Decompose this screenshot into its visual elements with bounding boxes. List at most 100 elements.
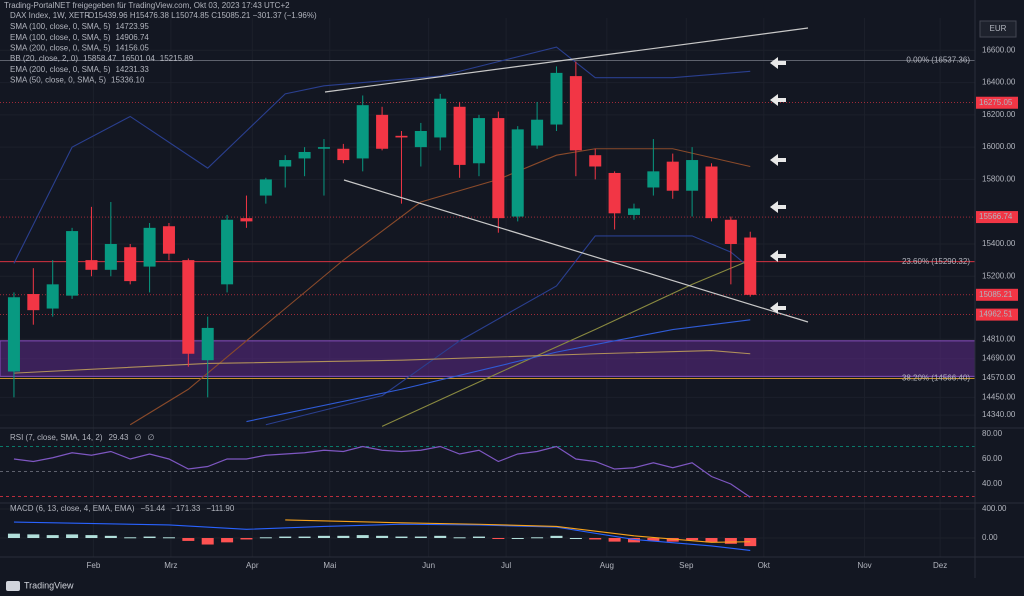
indicator-line	[13, 46, 751, 264]
histogram-bar	[104, 535, 117, 539]
histogram-bar	[298, 536, 311, 539]
trend-line	[343, 179, 809, 323]
price-tag	[976, 288, 1018, 301]
y-tick-label: 14450.00	[982, 392, 1016, 401]
legend-value: −171.33	[171, 504, 201, 513]
histogram-bar	[414, 536, 427, 539]
candle-body	[492, 118, 505, 219]
y-tick-label: 14340.00	[982, 410, 1016, 419]
histogram-bar	[66, 534, 79, 539]
histogram-bar	[259, 537, 272, 539]
indicator-line	[265, 235, 751, 426]
fib-label: 0.00% (16537.36)	[906, 56, 970, 65]
histogram-bar	[472, 536, 485, 539]
histogram-bar	[182, 538, 195, 541]
candle-body	[143, 227, 156, 267]
candle-body	[298, 151, 311, 159]
indicator-legend: SMA (100, close, 0, SMA, 5)	[10, 22, 111, 31]
legend-value: −51.44	[140, 504, 165, 513]
candle-body	[7, 297, 20, 372]
y-tick-label: 16400.00	[982, 78, 1016, 87]
candle-body	[356, 105, 369, 159]
histogram-bar	[124, 537, 137, 539]
price-tag	[976, 211, 1018, 224]
y-tick-label: 16000.00	[982, 142, 1016, 151]
y-tick-label: 400.00	[982, 504, 1007, 513]
trend-line	[324, 27, 809, 93]
y-tick-label: 14570.00	[982, 373, 1016, 382]
histogram-bar	[395, 536, 408, 539]
candle-body	[472, 118, 485, 164]
arrow	[770, 302, 786, 314]
indicator-line	[246, 319, 751, 423]
plot-layer	[7, 46, 757, 551]
histogram-bar	[627, 538, 640, 543]
candle-body	[104, 243, 117, 270]
legend-value: ∅	[147, 433, 154, 442]
histogram-bar	[27, 534, 40, 539]
indicator-line	[13, 349, 751, 374]
macd-line	[285, 519, 751, 543]
histogram-bar	[686, 538, 699, 541]
histogram-bar	[666, 538, 679, 542]
histogram-bar	[317, 535, 330, 539]
candle-body	[531, 119, 544, 146]
histogram-bar	[531, 537, 544, 539]
arrow	[770, 94, 786, 106]
candle-body	[46, 284, 59, 309]
x-tick-label: Aug	[600, 561, 614, 570]
y-tick-label: 80.00	[982, 429, 1003, 438]
arrow	[770, 250, 786, 262]
histogram-bar	[162, 537, 175, 539]
candle-body	[414, 130, 427, 148]
indicator-value: 14156.05	[115, 44, 149, 53]
histogram-bar	[434, 535, 447, 539]
x-tick-label: Feb	[86, 561, 100, 570]
histogram-bar	[7, 533, 20, 539]
x-tick-label: Sep	[679, 561, 694, 570]
grid-layer	[0, 18, 976, 557]
histogram-bar	[376, 535, 389, 539]
candle-body	[337, 148, 350, 161]
y-tick-label: 15400.00	[982, 239, 1016, 248]
histogram-bar	[85, 535, 98, 539]
indicator-line	[129, 148, 751, 426]
histogram-bar	[647, 538, 660, 541]
legend-title: DAX Index, 1W, XETR	[10, 11, 90, 20]
macd-line	[13, 521, 751, 551]
candle-body	[279, 160, 292, 167]
indicator-value: 16501.04	[121, 54, 155, 63]
indicator-legend: BB (20, close, 2, 0)	[10, 54, 78, 63]
candle-body	[550, 72, 563, 125]
candle-body	[182, 260, 195, 354]
candle-body	[85, 260, 98, 270]
candle-body	[66, 231, 79, 296]
candle-body	[27, 294, 40, 311]
x-tick-label: Okt	[758, 561, 771, 570]
y-tick-label: 15200.00	[982, 271, 1016, 280]
candle-body	[317, 147, 330, 149]
x-tick-label: Mrz	[164, 561, 177, 570]
y-tick-label: 16600.00	[982, 45, 1016, 54]
histogram-bar	[337, 535, 350, 539]
histogram-bar	[201, 538, 214, 545]
candle-body	[395, 135, 408, 138]
indicator-legend: EMA (100, close, 0, SMA, 5)	[10, 33, 111, 42]
y-tick-label: 0.00	[982, 533, 998, 542]
candle-body	[744, 237, 757, 295]
x-tick-label: Jun	[422, 561, 435, 570]
legend-value: −111.90	[206, 504, 235, 513]
logo-text: TradingView	[24, 580, 74, 590]
fib-label: 38.20% (14566.40)	[902, 374, 970, 383]
histogram-bar	[279, 536, 292, 539]
currency-box	[979, 20, 1017, 38]
price-tag	[976, 96, 1018, 109]
x-tick-label: Nov	[857, 561, 871, 570]
x-tick-label: Mai	[323, 561, 336, 570]
y-tick-label: 14810.00	[982, 334, 1016, 343]
candle-body	[162, 226, 175, 254]
candle-body	[608, 172, 621, 214]
arrow	[770, 201, 786, 213]
candle-body	[627, 208, 640, 215]
rsi-line	[13, 445, 751, 498]
